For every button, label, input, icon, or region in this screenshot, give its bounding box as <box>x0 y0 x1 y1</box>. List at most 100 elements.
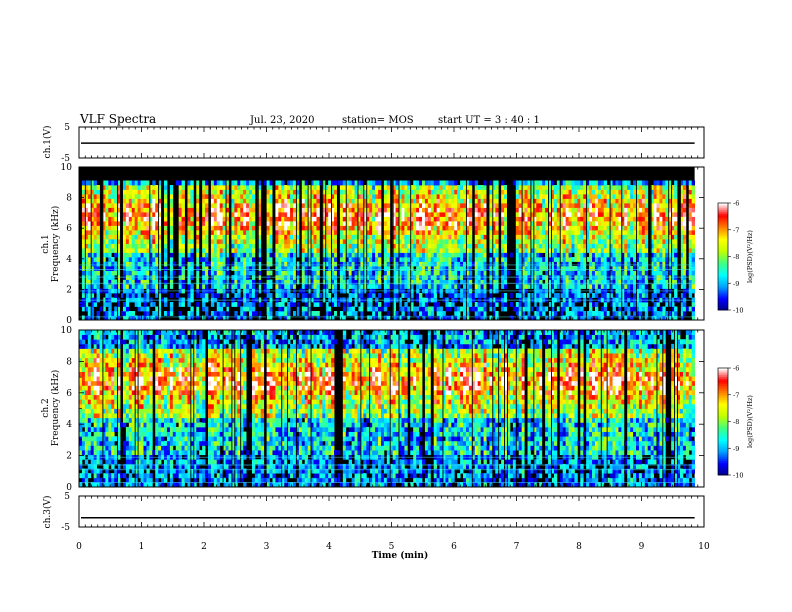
spectrogram-cell <box>178 180 182 186</box>
spectrogram-cell <box>295 266 300 271</box>
spectrogram-cell <box>562 293 567 298</box>
spectrogram-cell <box>81 216 86 222</box>
spectrogram-cell <box>571 189 575 195</box>
spectrogram-cell <box>427 230 432 235</box>
spectrogram-cell <box>600 243 605 249</box>
spectrogram-cell <box>249 180 253 186</box>
spectrogram-cell <box>325 203 329 208</box>
spectrogram-cell <box>545 221 549 226</box>
spectrogram-cell <box>87 216 92 222</box>
spectrogram-cell <box>451 293 455 298</box>
spectrogram-cell <box>96 212 100 217</box>
spectrogram-cell <box>577 225 581 231</box>
spectrogram-cell <box>105 279 109 285</box>
spectrogram-cell <box>477 279 482 285</box>
spectrogram-cell <box>571 203 575 208</box>
spectrogram-cell <box>331 180 335 186</box>
spectrogram-cell <box>125 230 130 235</box>
spectrogram-cell <box>108 180 112 186</box>
spectrogram-cell <box>328 315 332 321</box>
spectrogram-cell <box>457 257 461 262</box>
spectrogram-cell <box>275 230 279 235</box>
spectrogram-cell <box>325 225 329 231</box>
spectrogram-cell <box>457 270 461 276</box>
spectrogram-cell <box>577 270 581 276</box>
spectrogram-cell <box>586 216 590 222</box>
spectrogram-cell <box>87 221 92 226</box>
spectrogram-cell <box>436 207 440 213</box>
spectrogram-cell <box>378 221 382 226</box>
spectrogram-cell <box>577 234 581 240</box>
spectrogram-cell <box>489 180 493 186</box>
spectrogram-cell <box>524 266 528 271</box>
spectrogram-cell <box>504 198 508 204</box>
spectrogram-cell <box>571 207 575 213</box>
spectrogram-cell <box>419 306 423 312</box>
spectrogram-cell <box>269 243 273 249</box>
spectrogram-cell <box>108 302 112 307</box>
spectrogram-cell <box>606 216 611 222</box>
spectrogram-cell <box>460 266 464 271</box>
spectrogram-gap <box>533 167 535 320</box>
spectrogram-cell <box>93 212 97 217</box>
spectrogram-cell <box>363 198 367 204</box>
spectrogram-cell <box>275 293 279 298</box>
spectrogram-cell <box>603 293 608 298</box>
spectrogram-cell <box>439 279 443 285</box>
spectrogram-cell <box>290 180 294 186</box>
spectrogram-cell <box>489 203 493 208</box>
spectrogram-cell <box>254 293 259 298</box>
spectrogram-cell <box>266 243 270 249</box>
spectrogram-cell <box>287 221 291 226</box>
spectrogram-cell <box>542 234 546 240</box>
spectrogram-cell <box>304 270 309 276</box>
spectrogram-cell <box>81 293 86 298</box>
spectrogram-cell <box>134 266 139 271</box>
spectrogram-cell <box>521 207 525 213</box>
spectrogram-cell <box>310 234 314 240</box>
spectrogram-cell <box>445 284 449 289</box>
spectrogram-cell <box>521 248 525 253</box>
spectrogram-cell <box>158 243 162 249</box>
spectrogram-gap <box>84 167 86 320</box>
spectrogram-cell <box>424 270 429 276</box>
spectrogram-cell <box>328 270 332 276</box>
spectrogram-cell <box>530 234 534 240</box>
spectrogram-cell <box>565 284 569 289</box>
spectrogram-cell <box>96 315 100 321</box>
spectrogram-cell <box>143 266 147 271</box>
spectrogram-cell <box>114 194 118 199</box>
spectrogram-cell <box>621 248 625 253</box>
spectrogram-cell <box>539 225 543 231</box>
spectrogram-cell <box>287 225 291 231</box>
spectrogram-cell <box>243 216 247 222</box>
spectrogram-cell <box>445 185 449 190</box>
spectrogram-cell <box>301 180 306 186</box>
spectrogram-cell <box>401 306 405 312</box>
spectrogram-cell <box>234 230 238 235</box>
spectrogram-cell <box>504 302 508 307</box>
spectrogram-cell <box>492 207 496 213</box>
spectrogram-cell <box>114 234 118 240</box>
spectrogram-cell <box>545 257 549 262</box>
spectrogram-cell <box>307 225 311 231</box>
spectrogram-cell <box>328 234 332 240</box>
spectrogram-cell <box>398 203 402 208</box>
spectrogram-cell <box>404 194 408 199</box>
spectrogram-cell <box>375 194 379 199</box>
spectrogram-cell <box>589 212 593 217</box>
spectrogram-cell <box>266 198 270 204</box>
spectrogram-cell <box>407 239 411 244</box>
spectrogram-cell <box>164 284 168 289</box>
spectrogram-cell <box>207 315 212 321</box>
spectrogram-cell <box>84 306 89 312</box>
spectrogram-cell <box>624 216 628 222</box>
spectrogram-cell <box>117 306 121 312</box>
spectrogram-cell <box>187 225 191 231</box>
spectrogram-cell <box>304 230 309 235</box>
spectrogram-cell <box>290 203 294 208</box>
spectrogram-cell <box>592 248 596 253</box>
spectrogram-cell <box>419 180 423 186</box>
spectrogram-cell <box>489 261 493 267</box>
spectrogram-cell <box>468 239 473 244</box>
